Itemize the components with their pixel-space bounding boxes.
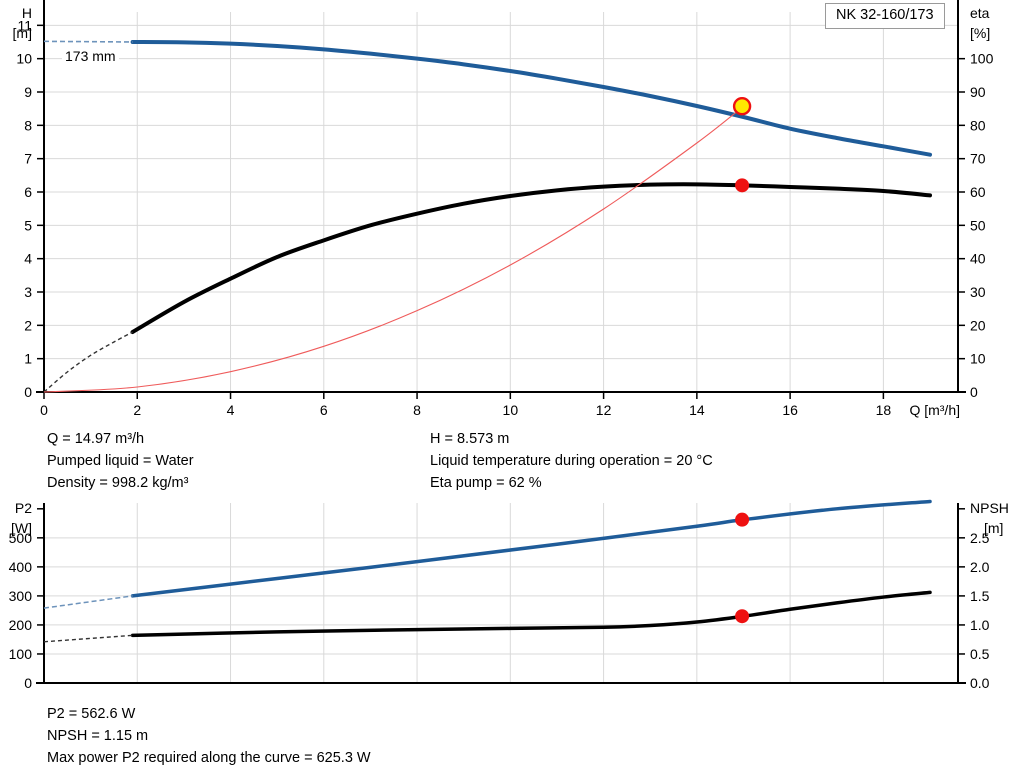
y-tick-label-right: 20 bbox=[970, 317, 986, 333]
duty-point-npsh[interactable] bbox=[735, 609, 750, 624]
y-tick-label-right: 90 bbox=[970, 84, 986, 100]
y-tick-label-left: 10 bbox=[16, 51, 32, 67]
curve-system-curve bbox=[43, 105, 744, 393]
y-tick-label-right: 50 bbox=[970, 217, 986, 233]
head-efficiency-chart: 0 1 2 3 4 5 6 7 8 9 10 11 0 10 20 30 40 50 60 70 80 90 100 0 2 4 6… bbox=[13, 0, 994, 418]
y-tick-label-right: 40 bbox=[970, 251, 986, 267]
curve-npsh-extrapolated bbox=[43, 634, 133, 643]
duty-info-right: H = 8.573 m Liquid temperature during op… bbox=[430, 428, 713, 494]
x-tick-label: 0 bbox=[40, 402, 48, 418]
info-liquid-temperature: Liquid temperature during operation = 20… bbox=[430, 453, 713, 469]
x-tick-label: 18 bbox=[876, 402, 892, 418]
x-tick-label: 10 bbox=[503, 402, 519, 418]
y-tick-label-left: 0 bbox=[24, 675, 32, 691]
pump-model-label: NK 32-160/173 bbox=[825, 3, 945, 30]
impeller-diameter-label: 173 mm bbox=[62, 48, 119, 64]
duty-point-head[interactable] bbox=[732, 97, 752, 116]
y-tick-label-right: 1.0 bbox=[970, 617, 990, 633]
info-density: Density = 998.2 kg/m³ bbox=[47, 475, 189, 491]
curve-power-p2 bbox=[130, 499, 932, 598]
y-tick-label-left: 7 bbox=[24, 151, 32, 167]
y-tick-label-right: 0 bbox=[970, 384, 978, 400]
y-axis-unit-right: [m] bbox=[984, 520, 1003, 536]
y-axis-unit-right: [%] bbox=[970, 25, 990, 41]
y-tick-label-left: 100 bbox=[9, 646, 33, 662]
curve-npsh bbox=[130, 590, 932, 638]
x-tick-label: 12 bbox=[596, 402, 612, 418]
y-tick-label-right: 30 bbox=[970, 284, 986, 300]
x-tick-label: 8 bbox=[413, 402, 421, 418]
info-max-power: Max power P2 required along the curve = … bbox=[47, 750, 371, 766]
y-axis-title-right: eta bbox=[970, 5, 990, 21]
curve-efficiency-eta- bbox=[130, 182, 933, 334]
y-tick-label-left: 4 bbox=[24, 251, 32, 267]
y-tick-label-left: 1 bbox=[24, 351, 32, 367]
y-tick-label-right: 1.5 bbox=[970, 588, 990, 604]
x-tick-label: 2 bbox=[133, 402, 141, 418]
y-tick-label-left: 9 bbox=[24, 84, 32, 100]
y-axis-title-left: P2 bbox=[15, 500, 32, 516]
y-tick-label-left: 8 bbox=[24, 117, 32, 133]
y-tick-label-right: 2.0 bbox=[970, 559, 990, 575]
y-tick-label-left: 300 bbox=[9, 588, 33, 604]
y-axis-unit-left: [m] bbox=[13, 25, 32, 41]
y-tick-label-right: 0.5 bbox=[970, 646, 990, 662]
curve-head-h- bbox=[130, 40, 933, 157]
y-tick-label-right: 60 bbox=[970, 184, 986, 200]
y-tick-label-left: 2 bbox=[24, 317, 32, 333]
y-tick-label-right: 70 bbox=[970, 151, 986, 167]
curve-efficiency-eta-extrapolated bbox=[43, 331, 133, 393]
duty-point-p2[interactable] bbox=[735, 512, 750, 527]
duty-point-eta[interactable] bbox=[735, 178, 750, 193]
info-head: H = 8.573 m bbox=[430, 431, 510, 447]
y-axis-title-right: NPSH bbox=[970, 500, 1009, 516]
y-tick-label-left: 6 bbox=[24, 184, 32, 200]
x-axis-title: Q [m³/h] bbox=[909, 402, 960, 418]
curve-head-h-extrapolated bbox=[43, 40, 133, 43]
y-tick-label-left: 200 bbox=[9, 617, 33, 633]
y-tick-label-left: 0 bbox=[24, 384, 32, 400]
y-tick-label-right: 0.0 bbox=[970, 675, 990, 691]
y-tick-label-left: 5 bbox=[24, 217, 32, 233]
y-tick-label-left: 400 bbox=[9, 559, 33, 575]
y-tick-label-left: 3 bbox=[24, 284, 32, 300]
x-tick-label: 14 bbox=[689, 402, 705, 418]
x-tick-label: 16 bbox=[782, 402, 798, 418]
info-pumped-liquid: Pumped liquid = Water bbox=[47, 453, 194, 469]
y-tick-label-left: 500 bbox=[9, 530, 33, 546]
info-p2: P2 = 562.6 W bbox=[47, 706, 136, 722]
y-axis-unit-left: [W] bbox=[11, 520, 32, 536]
power-info: P2 = 562.6 W NPSH = 1.15 m Max power P2 … bbox=[47, 703, 371, 769]
bottom-chart-group: 0 100 200 300 400 500 0.0 0.5 1.0 1.5 2.0 2.5 P2 [W] N… bbox=[9, 499, 1009, 691]
y-tick-label-right: 2.5 bbox=[970, 530, 990, 546]
x-tick-label: 6 bbox=[320, 402, 328, 418]
y-axis-title-left: H bbox=[22, 5, 32, 21]
info-npsh: NPSH = 1.15 m bbox=[47, 728, 149, 744]
info-eta-pump: Eta pump = 62 % bbox=[430, 475, 542, 491]
curve-power-p2-extrapolated bbox=[43, 595, 133, 609]
info-flow: Q = 14.97 m³/h bbox=[47, 431, 145, 447]
duty-info-left: Q = 14.97 m³/h Pumped liquid = Water Den… bbox=[47, 428, 194, 494]
y-tick-label-right: 10 bbox=[970, 351, 986, 367]
power-npsh-chart: 0 100 200 300 400 500 0.0 0.5 1.0 1.5 2.0 2.5 P2 [W] N… bbox=[0, 495, 1024, 695]
y-tick-label-right: 100 bbox=[970, 51, 994, 67]
power-npsh-plot: 0 100 200 300 400 500 0.0 0.5 1.0 1.5 2.0 2.5 P2 [W] N… bbox=[9, 499, 1009, 691]
x-tick-label: 4 bbox=[227, 402, 235, 418]
y-tick-label-left: 11 bbox=[17, 17, 32, 33]
y-tick-label-right: 80 bbox=[970, 117, 986, 133]
